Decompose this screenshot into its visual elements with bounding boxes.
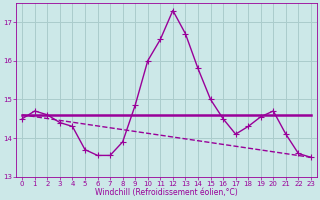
X-axis label: Windchill (Refroidissement éolien,°C): Windchill (Refroidissement éolien,°C) — [95, 188, 238, 197]
